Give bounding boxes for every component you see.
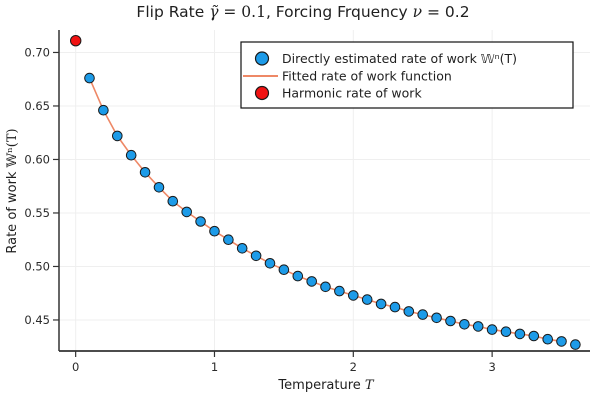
scatter-point	[375, 298, 387, 310]
harmonic-point	[70, 35, 82, 47]
scatter-point	[389, 301, 401, 313]
x-axis-label: Temperature T	[277, 378, 374, 393]
scatter-point	[361, 294, 373, 305]
scatter-point	[570, 339, 581, 350]
scatter-point	[250, 250, 262, 262]
scatter-point	[139, 167, 151, 178]
scatter-point	[500, 326, 512, 338]
scatter-point	[167, 195, 179, 207]
axes-spines	[58, 30, 590, 352]
x-tick-label: 2	[350, 360, 357, 374]
legend-marker-scatter-icon	[254, 51, 270, 66]
y-tick-label: 0.50	[24, 259, 50, 273]
scatter-point	[195, 216, 206, 227]
x-tick-label: 1	[211, 360, 218, 374]
scatter-point	[278, 264, 290, 276]
legend-entry-scatter: Directly estimated rate of work 𝕎ⁿ(T)	[282, 51, 517, 66]
x-tick-label: 0	[72, 360, 79, 374]
scatter-point	[181, 206, 192, 218]
fitted-line	[88, 77, 562, 343]
y-tick-label: 0.60	[24, 152, 50, 166]
scatter-point	[264, 258, 276, 269]
scatter-point	[334, 285, 345, 297]
scatter-point	[84, 72, 95, 84]
scatter-point	[514, 328, 526, 340]
scatter-point	[153, 182, 165, 193]
legend-entry-fitted-line: Fitted rate of work function	[282, 69, 452, 84]
y-tick-label: 0.55	[24, 206, 50, 220]
legend-entry-harmonic: Harmonic rate of work	[282, 86, 422, 101]
scatter-point	[445, 315, 456, 327]
scatter-point	[431, 312, 442, 324]
scatter-point	[459, 319, 470, 330]
scatter-point	[306, 276, 318, 287]
scatter-point	[348, 290, 359, 301]
y-tick-label: 0.65	[24, 99, 50, 113]
x-tick-label: 3	[488, 360, 495, 374]
y-tick-label: 0.70	[24, 45, 50, 59]
scatter-point	[542, 333, 554, 345]
tick-layer: 0 1 2 3 0.45 0.50 0.55 0.60 0.65 0.70	[24, 45, 495, 374]
scatter-point	[472, 321, 484, 332]
scatter-point	[417, 309, 429, 320]
y-axis-label: Rate of work 𝕎ⁿ(T)	[5, 128, 20, 253]
scatter-point	[556, 336, 567, 347]
scatter-point	[223, 234, 234, 245]
scatter-point	[112, 130, 123, 142]
chart-title: Flip Rate γ̃ = 0.1, Forcing Frquency ν =…	[136, 3, 469, 21]
scatter-point	[236, 243, 248, 254]
legend-box: Directly estimated rate of work 𝕎ⁿ(T) Fi…	[240, 41, 574, 109]
scatter-point	[528, 330, 540, 342]
scatter-point	[98, 104, 109, 116]
scatter-point	[403, 306, 415, 317]
legend-marker-harmonic-icon	[254, 85, 270, 101]
scatter-point	[209, 225, 220, 237]
y-tick-label: 0.45	[24, 313, 50, 327]
series-layer	[70, 35, 581, 350]
scatter-point	[292, 270, 304, 282]
scatter-point	[125, 149, 137, 161]
scatter-point	[320, 281, 331, 293]
legend-frame	[240, 41, 574, 109]
scatter-point	[486, 324, 498, 335]
